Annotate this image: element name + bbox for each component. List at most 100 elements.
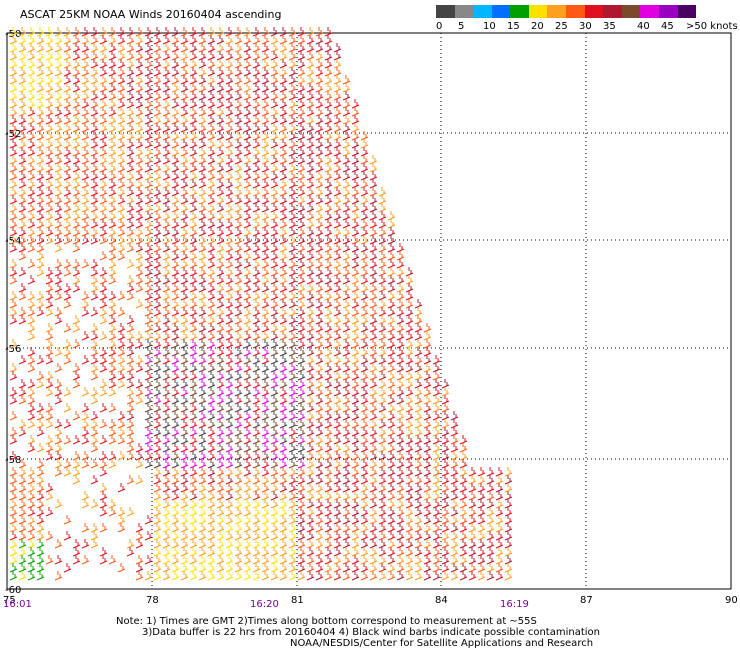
wind-barb: [54, 307, 63, 317]
wind-barb: [162, 571, 171, 581]
wind-barb: [360, 179, 369, 189]
wind-barb: [333, 355, 342, 365]
wind-barb: [198, 75, 207, 85]
wind-barb: [297, 219, 306, 229]
wind-barb: [198, 419, 207, 429]
wind-barb: [27, 435, 36, 445]
wind-barb: [333, 115, 342, 125]
wind-barb: [180, 387, 189, 397]
wind-barb: [261, 203, 270, 213]
wind-barb: [153, 395, 162, 405]
wind-barb: [27, 275, 36, 285]
wind-barb: [162, 51, 171, 61]
wind-barb: [432, 451, 441, 461]
wind-barb: [225, 499, 234, 509]
wind-barb: [432, 395, 441, 405]
wind-barb: [45, 491, 54, 501]
wind-barb: [288, 315, 297, 325]
wind-barb: [243, 107, 252, 117]
wind-barb: [45, 371, 54, 381]
wind-barb: [423, 411, 432, 421]
wind-barb: [369, 411, 378, 421]
wind-barb: [252, 475, 261, 485]
wind-barb: [315, 251, 324, 261]
wind-barb: [198, 523, 207, 533]
wind-barb: [108, 363, 117, 373]
wind-barb: [162, 483, 171, 493]
wind-barb: [81, 499, 90, 509]
wind-barb: [306, 203, 315, 213]
wind-barb: [81, 355, 90, 365]
wind-barb: [162, 251, 171, 261]
wind-barb: [261, 411, 270, 421]
wind-barb: [54, 363, 63, 373]
wind-barb: [297, 387, 306, 397]
wind-barb: [180, 283, 189, 293]
wind-barb: [36, 291, 45, 301]
wind-barb: [198, 227, 207, 237]
wind-barb: [243, 491, 252, 501]
wind-barb: [405, 355, 414, 365]
wind-barb: [351, 547, 360, 557]
wind-barb: [54, 395, 63, 405]
wind-barb: [351, 147, 360, 157]
wind-barb: [297, 363, 306, 373]
wind-barb: [315, 379, 324, 389]
wind-barb: [162, 315, 171, 325]
wind-barb: [315, 27, 324, 37]
wind-barb: [315, 523, 324, 533]
wind-barb: [279, 259, 288, 269]
wind-barb: [27, 211, 36, 221]
wind-barb: [162, 547, 171, 557]
wind-barb: [18, 83, 27, 93]
wind-barb: [108, 507, 117, 517]
wind-barb: [324, 315, 333, 325]
wind-barb: [315, 467, 324, 477]
wind-barb: [180, 475, 189, 485]
wind-barb: [162, 35, 171, 45]
wind-barb: [252, 539, 261, 549]
wind-barb: [198, 267, 207, 277]
wind-barb: [297, 331, 306, 341]
wind-barb: [45, 275, 54, 285]
wind-barb: [36, 27, 45, 37]
wind-barb: [117, 163, 126, 173]
wind-barb: [288, 123, 297, 133]
wind-barb: [288, 491, 297, 501]
wind-barb: [306, 483, 315, 493]
wind-barb: [495, 499, 504, 509]
wind-barb: [351, 227, 360, 237]
wind-barb: [360, 523, 369, 533]
wind-barb: [189, 91, 198, 101]
wind-barb: [288, 555, 297, 565]
wind-barb: [36, 227, 45, 237]
wind-barb: [225, 91, 234, 101]
wind-barb: [387, 259, 396, 269]
wind-barb: [279, 315, 288, 325]
wind-barb: [180, 139, 189, 149]
legend-swatch: [603, 5, 622, 18]
wind-barb: [486, 523, 495, 533]
wind-barb: [207, 187, 216, 197]
wind-barb: [243, 347, 252, 357]
wind-barb: [36, 211, 45, 221]
wind-barb: [414, 315, 423, 325]
wind-barb: [477, 475, 486, 485]
wind-barb: [144, 555, 153, 565]
wind-barb: [216, 35, 225, 45]
wind-barb: [9, 35, 18, 45]
wind-barb: [333, 131, 342, 141]
wind-barb: [135, 139, 144, 149]
wind-barb: [108, 315, 117, 325]
wind-barb: [27, 243, 36, 253]
wind-barb: [333, 459, 342, 469]
wind-barb: [225, 123, 234, 133]
wind-barb: [189, 539, 198, 549]
wind-barb: [297, 507, 306, 517]
wind-barb: [36, 427, 45, 437]
wind-barb: [45, 115, 54, 125]
wind-barb: [333, 43, 342, 53]
wind-barb: [135, 187, 144, 197]
wind-barb: [216, 43, 225, 53]
wind-barb: [234, 419, 243, 429]
